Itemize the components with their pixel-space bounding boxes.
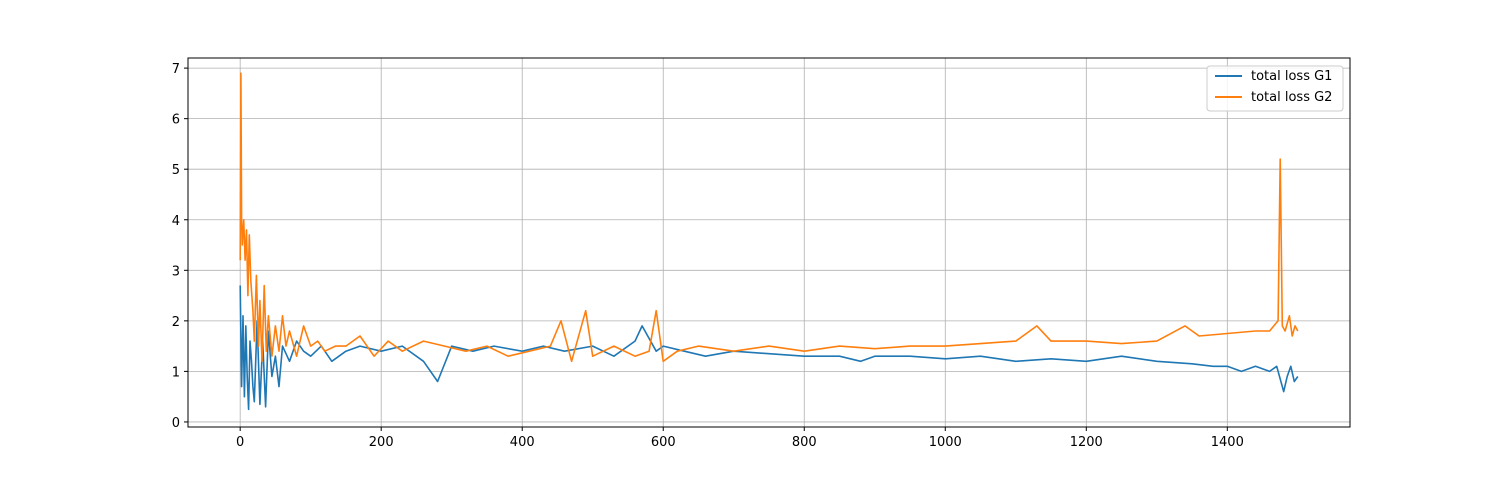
x-tick-label: 800	[792, 435, 817, 450]
series-line-1	[239, 285, 1299, 411]
y-tick-label: 2	[172, 315, 180, 330]
y-tick-label: 0	[172, 416, 180, 431]
legend-label-g2: total loss G2	[1251, 90, 1332, 105]
series-layer	[239, 72, 1299, 411]
y-tick-label: 4	[172, 214, 180, 229]
x-tick-label: 600	[651, 435, 676, 450]
y-tick-label: 6	[172, 113, 180, 128]
y-axis-ticks: 0 1 2 3 4 5 6 7	[172, 62, 188, 431]
x-tick-label: 1400	[1211, 435, 1244, 450]
x-tick-label: 0	[236, 435, 244, 450]
x-tick-label: 1000	[929, 435, 962, 450]
y-tick-label: 1	[172, 365, 180, 380]
y-tick-label: 3	[172, 264, 180, 279]
grid	[188, 58, 1350, 427]
plot-frame	[187, 57, 1351, 428]
y-tick-label: 5	[172, 163, 180, 178]
legend-label-g1: total loss G1	[1251, 69, 1332, 84]
x-tick-label: 200	[369, 435, 394, 450]
x-tick-label: 400	[510, 435, 535, 450]
x-axis-ticks: 0 200 400 600 800 1000 1200 1400	[236, 427, 1244, 450]
x-tick-label: 1200	[1070, 435, 1103, 450]
legend-box	[1206, 65, 1344, 112]
legend: total loss G1 total loss G2	[1206, 65, 1344, 112]
series-line-2	[239, 72, 1299, 363]
y-tick-label: 7	[172, 62, 180, 77]
